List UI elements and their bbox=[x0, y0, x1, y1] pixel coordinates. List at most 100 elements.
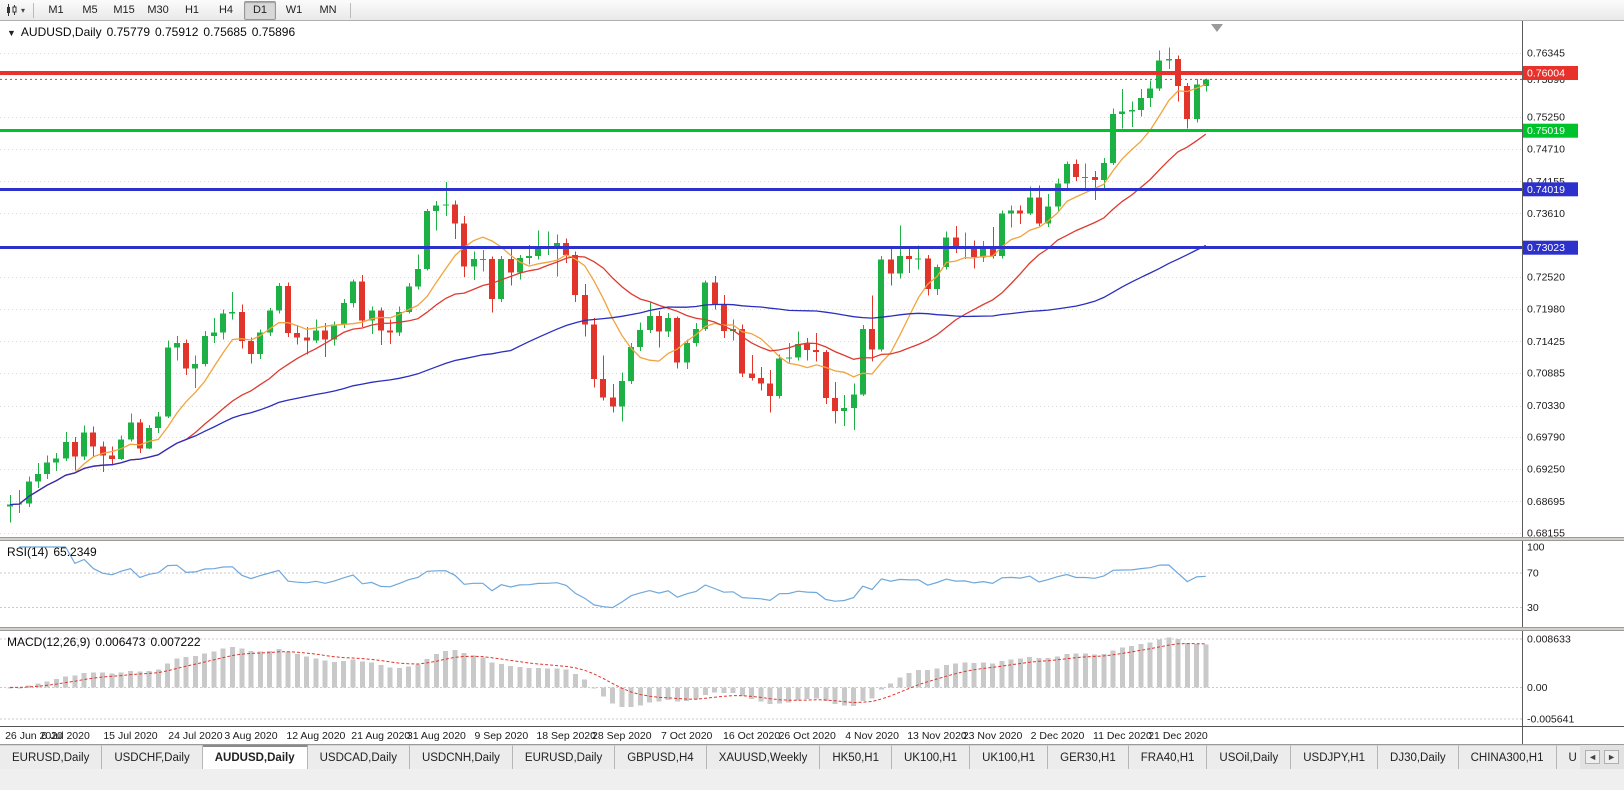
chart-tab-usdchf-daily[interactable]: USDCHF,Daily bbox=[102, 745, 203, 769]
timeframe-button-m30[interactable]: M30 bbox=[147, 4, 169, 16]
date-label: 23 Nov 2020 bbox=[963, 730, 1023, 742]
rsi-axis-label[interactable]: 100 bbox=[1527, 542, 1545, 554]
svg-text:0.71980: 0.71980 bbox=[1527, 303, 1565, 315]
panel-splitter[interactable] bbox=[0, 627, 1624, 631]
timeframe-button-m15[interactable]: M15 bbox=[113, 4, 135, 16]
timeframe-button-mn[interactable]: MN bbox=[319, 4, 337, 16]
chart-tab-dj30-daily[interactable]: DJ30,Daily bbox=[1378, 745, 1459, 769]
ohlc-open-value: 0.75779 bbox=[106, 25, 150, 39]
chart-style-candlestick-icon[interactable] bbox=[3, 2, 21, 18]
date-label: 9 Sep 2020 bbox=[474, 730, 528, 742]
date-label: 21 Aug 2020 bbox=[351, 730, 410, 742]
time-axis[interactable]: 26 Jun 2020 6 Jul 2020 15 Jul 2020 24 Jul 2… bbox=[0, 726, 1624, 745]
date-label: 24 Jul 2020 bbox=[168, 730, 222, 742]
date-label: 18 Sep 2020 bbox=[536, 730, 596, 742]
hline-price-tag-0.75019: 0.75019 bbox=[1523, 123, 1578, 138]
date-label: 15 Jul 2020 bbox=[103, 730, 157, 742]
hline-price-tag-0.76004: 0.76004 bbox=[1523, 66, 1578, 80]
chart-title: ▼ AUDUSD,Daily 0.75779 0.75912 0.75685 0.7589… bbox=[7, 25, 300, 39]
date-label: 16 Oct 2020 bbox=[723, 730, 780, 742]
candles bbox=[7, 47, 1209, 523]
hline-price-tag-0.73023: 0.73023 bbox=[1523, 240, 1578, 255]
date-label: 7 Oct 2020 bbox=[661, 730, 713, 742]
svg-text:0.69250: 0.69250 bbox=[1527, 463, 1565, 475]
chart-shift-marker[interactable] bbox=[1211, 24, 1223, 32]
timeframe-button-m1[interactable]: M1 bbox=[48, 4, 64, 16]
svg-text:0.71425: 0.71425 bbox=[1527, 336, 1565, 348]
rsi-name: RSI(14) bbox=[7, 545, 49, 559]
chart-tab-usoil-daily[interactable]: USOil,Daily bbox=[1207, 745, 1292, 769]
macd-axis-label[interactable]: -0.005641 bbox=[1527, 714, 1574, 726]
timeframe-button-h4[interactable]: H4 bbox=[218, 4, 234, 16]
svg-text:0.69790: 0.69790 bbox=[1527, 432, 1565, 444]
rsi-line bbox=[19, 546, 1206, 609]
ohlc-low-value: 0.75685 bbox=[203, 25, 247, 39]
svg-text:0.68695: 0.68695 bbox=[1527, 496, 1565, 508]
chart-tab-hk50-h1[interactable]: HK50,H1 bbox=[820, 745, 892, 769]
date-label: 6 Jul 2020 bbox=[41, 730, 90, 742]
macd-histogram bbox=[7, 637, 1209, 708]
price-chart-canvas[interactable]: 0.763450.752500.747100.741550.736100.725… bbox=[0, 21, 1624, 537]
svg-text:0.72520: 0.72520 bbox=[1527, 272, 1565, 284]
chart-tab-fra40-h1[interactable]: FRA40,H1 bbox=[1128, 745, 1208, 769]
chart-tab-usdcad-daily[interactable]: USDCAD,Daily bbox=[307, 745, 410, 769]
macd-signal-line bbox=[10, 643, 1206, 704]
chart-tab-bar: EURUSD,Daily USDCHF,Daily AUDUSD,Daily USDC… bbox=[0, 744, 1624, 769]
timeframes-toolbar: ▾ M1 M5 M15 M30 H1 H4 D1 W1 MN bbox=[0, 0, 1624, 21]
chart-tab-gbpusd-h4[interactable]: GBPUSD,H4 bbox=[615, 745, 707, 769]
chart-tab-u[interactable]: U bbox=[1556, 745, 1581, 769]
panel-splitter[interactable] bbox=[0, 537, 1624, 541]
chart-tab-audusd-daily[interactable]: AUDUSD,Daily bbox=[202, 745, 308, 769]
svg-text:0.75019: 0.75019 bbox=[1527, 125, 1565, 137]
rsi-axis-label[interactable]: 70 bbox=[1527, 568, 1539, 580]
chart-context-menu-icon[interactable]: ▼ bbox=[7, 28, 16, 38]
chart-tab-ger30-h1[interactable]: GER30,H1 bbox=[1048, 745, 1129, 769]
tab-scroll-left-icon[interactable]: ◄ bbox=[1585, 750, 1601, 764]
toolbar-separator bbox=[350, 2, 352, 18]
chart-tab-usdjpy-h1[interactable]: USDJPY,H1 bbox=[1291, 745, 1379, 769]
svg-text:0.75250: 0.75250 bbox=[1527, 112, 1565, 124]
rsi-axis-label[interactable]: 30 bbox=[1527, 602, 1539, 614]
macd-indicator-label: MACD(12,26,9) 0.006473 0.007222 bbox=[7, 635, 206, 649]
svg-text:0.73610: 0.73610 bbox=[1527, 208, 1565, 220]
chart-tab-usdcnh-daily[interactable]: USDCNH,Daily bbox=[409, 745, 513, 769]
moving-average-55 bbox=[9, 244, 1207, 506]
timeframe-button-m5[interactable]: M5 bbox=[82, 4, 98, 16]
date-label: 13 Nov 2020 bbox=[907, 730, 967, 742]
ohlc-high-value: 0.75912 bbox=[155, 25, 199, 39]
macd-signal-value: 0.007222 bbox=[150, 635, 201, 649]
date-label: 31 Aug 2020 bbox=[407, 730, 466, 742]
rsi-indicator-label: RSI(14) 65.2349 bbox=[7, 545, 102, 559]
chart-tab-uk100-h1[interactable]: UK100,H1 bbox=[970, 745, 1049, 769]
svg-text:0.70330: 0.70330 bbox=[1527, 400, 1565, 412]
chart-tab-uk100-h1[interactable]: UK100,H1 bbox=[892, 745, 971, 769]
chart-tab-xauusd-weekly[interactable]: XAUUSD,Weekly bbox=[706, 745, 821, 769]
timeframe-button-w1[interactable]: W1 bbox=[285, 4, 303, 16]
svg-text:0.70885: 0.70885 bbox=[1527, 368, 1565, 380]
ohlc-close-value: 0.75896 bbox=[251, 25, 296, 39]
date-label: 12 Aug 2020 bbox=[286, 730, 345, 742]
tab-strip: EURUSD,Daily USDCHF,Daily AUDUSD,Daily USDC… bbox=[0, 745, 1581, 769]
chart-tab-eurusd-daily[interactable]: EURUSD,Daily bbox=[0, 745, 103, 769]
tab-scroll-right-icon[interactable]: ► bbox=[1604, 750, 1619, 764]
macd-main-value: 0.006473 bbox=[95, 635, 146, 649]
macd-chart-canvas[interactable]: 0.008633 0.00 -0.005641 bbox=[0, 631, 1624, 726]
chart-style-dropdown-icon[interactable]: ▾ bbox=[21, 5, 26, 15]
macd-axis-label[interactable]: 0.008633 bbox=[1527, 634, 1571, 646]
macd-indicator-panel: 0.008633 0.00 -0.005641 MACD(12,26,9) 0.006… bbox=[0, 631, 1624, 726]
date-label: 26 Jun 2020 bbox=[5, 730, 63, 742]
timeframe-buttons: M1 M5 M15 M30 H1 H4 D1 W1 MN bbox=[39, 0, 345, 20]
date-label: 3 Aug 2020 bbox=[224, 730, 277, 742]
svg-text:0.74019: 0.74019 bbox=[1527, 184, 1565, 196]
toolbar-separator bbox=[33, 2, 35, 18]
chart-tab-china300-h1[interactable]: CHINA300,H1 bbox=[1458, 745, 1557, 769]
chart-tab-eurusd-daily[interactable]: EURUSD,Daily bbox=[512, 745, 616, 769]
timeframe-button-h1[interactable]: H1 bbox=[184, 4, 200, 16]
timeframe-button-d1[interactable]: D1 bbox=[244, 0, 277, 20]
date-label: 11 Dec 2020 bbox=[1093, 730, 1152, 742]
macd-axis-label[interactable]: 0.00 bbox=[1527, 682, 1548, 694]
rsi-chart-canvas[interactable]: 100 70 30 bbox=[0, 541, 1624, 627]
date-label: 28 Sep 2020 bbox=[592, 730, 652, 742]
svg-text:0.68155: 0.68155 bbox=[1527, 528, 1565, 538]
svg-text:0.76345: 0.76345 bbox=[1527, 48, 1565, 60]
